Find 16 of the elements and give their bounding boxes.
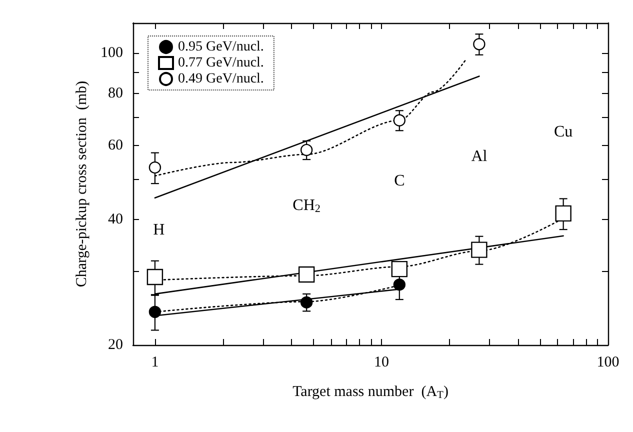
annotation: H: [153, 222, 166, 238]
legend-label: 0.49 GeV/nucl.: [178, 72, 264, 86]
y-tick-label: 20: [108, 337, 123, 353]
annotation: C: [394, 172, 405, 190]
y-tick-label: 100: [100, 45, 123, 62]
x-tick-label: 1: [151, 354, 159, 370]
y-tick-label: 80: [108, 86, 123, 102]
annotation: Cu: [554, 124, 573, 140]
legend-label: 0.95 GeV/nucl.: [178, 40, 264, 54]
x-tick-label: 100: [596, 354, 620, 370]
legend-label: 0.77 GeV/nucl.: [178, 56, 264, 70]
annotation: Al: [471, 148, 488, 165]
y-tick-label: 60: [108, 138, 123, 154]
y-tick-label: 40: [108, 211, 123, 228]
x-tick-label: 10: [374, 354, 389, 370]
y-axis-title: Charge-pickup cross section (mb): [74, 80, 90, 288]
